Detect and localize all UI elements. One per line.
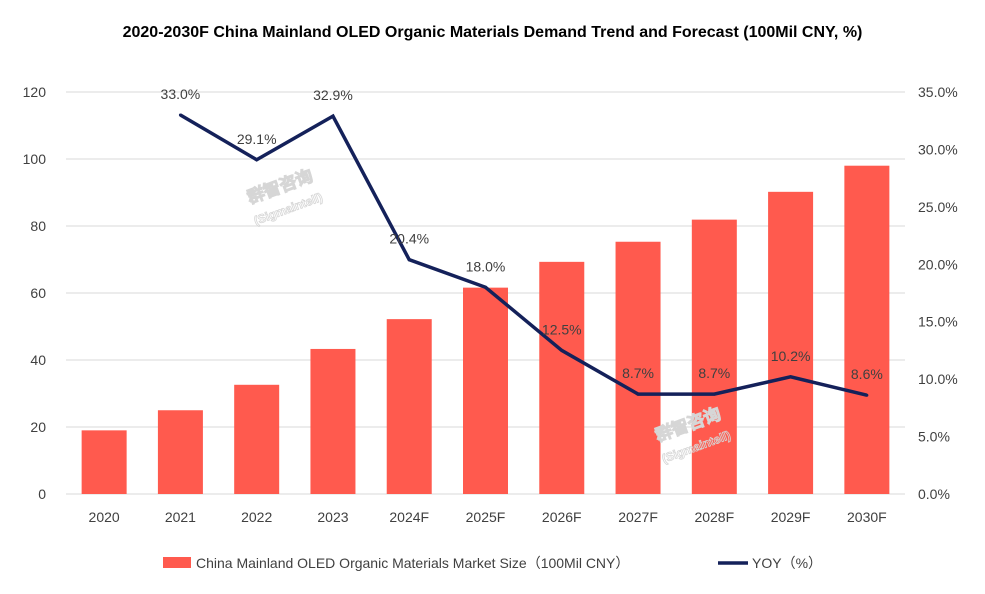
bar-series xyxy=(81,165,890,494)
yoy-data-label: 12.5% xyxy=(542,321,582,337)
legend: China Mainland OLED Organic Materials Ma… xyxy=(163,555,822,571)
yoy-point xyxy=(484,285,487,289)
yoy-data-label: 32.9% xyxy=(313,87,353,103)
y-left-tick-label: 20 xyxy=(30,419,46,435)
x-tick-label: 2024F xyxy=(389,509,429,525)
y-left-tick-label: 60 xyxy=(30,285,46,301)
axis-ticks: 0 20 40 60 80 100 120 0.0% 5.0% 10.0% 15.0% 20.0% 25… xyxy=(23,84,958,525)
yoy-point xyxy=(712,392,716,396)
x-tick-label: 2029F xyxy=(771,509,811,525)
yoy-line xyxy=(179,113,868,397)
x-tick-label: 2021 xyxy=(165,509,196,525)
yoy-point xyxy=(789,375,793,379)
y-left-tick-label: 40 xyxy=(30,352,46,368)
x-tick-label: 2030F xyxy=(847,509,887,525)
yoy-data-label: 8.7% xyxy=(622,365,654,381)
x-tick-label: 2027F xyxy=(618,509,658,525)
x-tick-label: 2022 xyxy=(241,509,272,525)
bar xyxy=(81,430,127,494)
yoy-data-label: 20.4% xyxy=(389,231,429,247)
y-left-tick-label: 80 xyxy=(30,218,46,234)
y-right-tick-label: 35.0% xyxy=(918,84,958,100)
x-tick-label: 2026F xyxy=(542,509,582,525)
bar xyxy=(539,261,585,494)
x-tick-label: 2020 xyxy=(89,509,120,525)
yoy-data-label: 8.7% xyxy=(698,365,730,381)
yoy-data-label: 8.6% xyxy=(851,366,883,382)
y-right-tick-label: 25.0% xyxy=(918,199,958,215)
y-right-tick-label: 20.0% xyxy=(918,256,958,272)
x-tick-label: 2025F xyxy=(466,509,506,525)
yoy-point xyxy=(636,392,640,396)
bar xyxy=(463,287,508,494)
yoy-point xyxy=(331,114,335,118)
bar xyxy=(234,384,280,494)
data-labels: 33.0% 29.1% 32.9% 20.4% 18.0% 12.5% 8.7% 8.7% 10… xyxy=(161,86,883,382)
x-tick-label: 2028F xyxy=(694,509,734,525)
legend-line-label: YOY（%） xyxy=(752,555,822,571)
yoy-point xyxy=(178,113,182,117)
watermark: 群智咨询(Sigmaintell) xyxy=(244,165,325,228)
bar xyxy=(691,219,737,494)
yoy-data-label: 18.0% xyxy=(466,258,506,274)
y-right-tick-label: 15.0% xyxy=(918,314,958,330)
yoy-data-label: 33.0% xyxy=(161,86,201,102)
y-left-tick-label: 100 xyxy=(23,151,47,167)
legend-bar-swatch xyxy=(163,557,191,568)
yoy-data-label: 29.1% xyxy=(237,131,277,147)
yoy-point xyxy=(255,158,259,162)
bar xyxy=(768,191,814,494)
yoy-point xyxy=(865,393,869,397)
yoy-data-label: 10.2% xyxy=(771,348,811,364)
y-right-tick-label: 0.0% xyxy=(918,486,950,502)
bar xyxy=(386,319,432,494)
bar xyxy=(310,348,356,494)
legend-bar-label: China Mainland OLED Organic Materials Ma… xyxy=(196,555,629,571)
bar xyxy=(157,410,203,494)
y-left-tick-label: 0 xyxy=(38,486,46,502)
yoy-point xyxy=(560,348,564,352)
yoy-point xyxy=(407,258,411,262)
bar xyxy=(844,165,890,494)
y-right-tick-label: 5.0% xyxy=(918,429,950,445)
x-tick-label: 2023 xyxy=(317,509,348,525)
y-right-tick-label: 30.0% xyxy=(918,141,958,157)
y-left-tick-label: 120 xyxy=(23,84,47,100)
bar xyxy=(615,241,661,494)
y-right-tick-label: 10.0% xyxy=(918,371,958,387)
yoy-line-series xyxy=(178,113,869,397)
chart-title: 2020-2030F China Mainland OLED Organic M… xyxy=(122,24,863,41)
